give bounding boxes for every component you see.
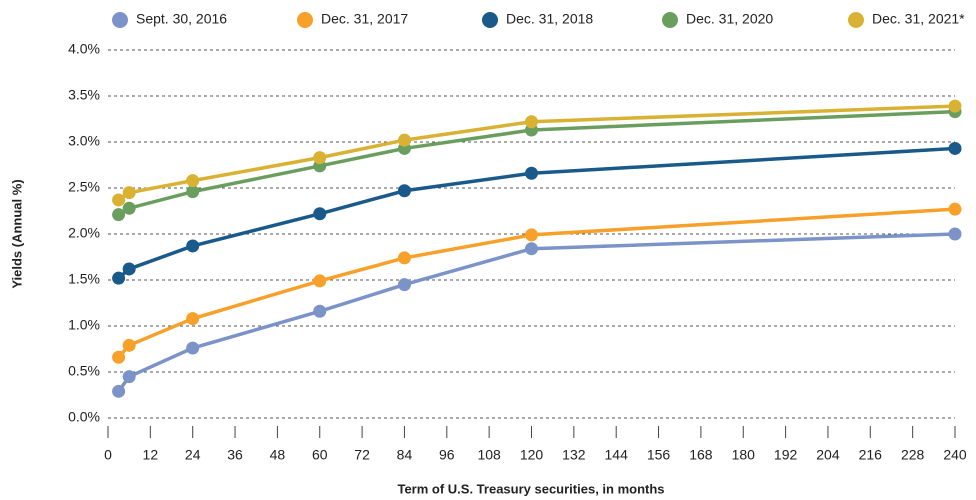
data-point <box>112 384 126 398</box>
y-tick-label: 3.0% <box>68 133 100 149</box>
y-tick-label: 2.0% <box>68 225 100 241</box>
legend-swatch <box>112 12 128 28</box>
x-tick-label: 156 <box>647 447 671 463</box>
x-axis-title: Term of U.S. Treasury securities, in mon… <box>397 481 664 496</box>
data-point <box>112 271 126 285</box>
x-tick-label: 192 <box>774 447 798 463</box>
y-tick-label: 2.5% <box>68 179 100 195</box>
data-point <box>525 242 538 256</box>
y-tick-label: 0.5% <box>68 363 100 379</box>
x-tick-label: 12 <box>143 447 159 463</box>
x-tick-label: 168 <box>689 447 713 463</box>
legend-label: Sept. 30, 2016 <box>136 11 227 27</box>
data-point <box>948 99 962 113</box>
y-tick-label: 3.5% <box>68 87 100 103</box>
y-tick-label: 1.5% <box>68 271 100 287</box>
y-tick-label: 4.0% <box>68 41 100 57</box>
data-point <box>397 184 411 198</box>
data-point <box>948 141 962 155</box>
x-tick-label: 216 <box>859 447 883 463</box>
x-tick-label: 84 <box>397 447 413 463</box>
x-tick-label: 96 <box>439 447 455 463</box>
data-point <box>397 133 411 147</box>
data-point <box>122 262 136 276</box>
data-point <box>122 201 136 215</box>
y-tick-label: 1.0% <box>68 317 100 333</box>
series-line <box>117 146 956 280</box>
data-point <box>112 208 126 222</box>
x-tick-label: 36 <box>227 447 243 463</box>
data-point <box>313 274 327 288</box>
data-point <box>186 174 200 188</box>
x-tick-label: 0 <box>104 447 112 463</box>
data-point <box>122 370 136 384</box>
data-point <box>313 304 327 318</box>
data-point <box>112 350 126 364</box>
legend-swatch <box>848 12 864 28</box>
legend-swatch <box>662 12 678 28</box>
data-point <box>948 227 962 241</box>
data-point <box>122 186 136 200</box>
data-point <box>186 185 200 199</box>
legend-swatch <box>482 12 498 28</box>
data-point <box>525 228 538 242</box>
data-point <box>122 338 136 352</box>
data-point <box>525 115 538 129</box>
data-point <box>186 341 200 355</box>
x-tick-label: 24 <box>185 447 201 463</box>
y-axis-title: Yields (Annual %) <box>9 179 24 288</box>
series-line <box>117 232 956 393</box>
data-point <box>112 193 126 207</box>
x-tick-label: 132 <box>562 447 586 463</box>
y-tick-label: 0.0% <box>68 409 100 425</box>
x-tick-label: 48 <box>270 447 286 463</box>
data-point <box>948 202 962 216</box>
legend-label: Dec. 31, 2020 <box>686 11 773 27</box>
x-tick-label: 240 <box>943 447 967 463</box>
legend-label: Dec. 31, 2018 <box>506 11 593 27</box>
x-tick-label: 204 <box>816 447 840 463</box>
data-point <box>186 312 200 326</box>
data-point <box>525 166 538 180</box>
data-point <box>313 151 327 165</box>
legend-label: Dec. 31, 2021* <box>872 11 965 27</box>
data-point <box>397 251 411 265</box>
data-point <box>186 239 200 253</box>
legend-label: Dec. 31, 2017 <box>321 11 408 27</box>
x-tick-label: 120 <box>520 447 544 463</box>
x-tick-label: 228 <box>901 447 925 463</box>
x-tick-label: 108 <box>477 447 501 463</box>
x-tick-label: 144 <box>605 447 629 463</box>
x-tick-label: 60 <box>312 447 328 463</box>
data-point <box>313 207 327 221</box>
data-point <box>397 278 411 292</box>
legend-swatch <box>297 12 313 28</box>
x-tick-label: 72 <box>354 447 370 463</box>
x-tick-label: 180 <box>732 447 756 463</box>
